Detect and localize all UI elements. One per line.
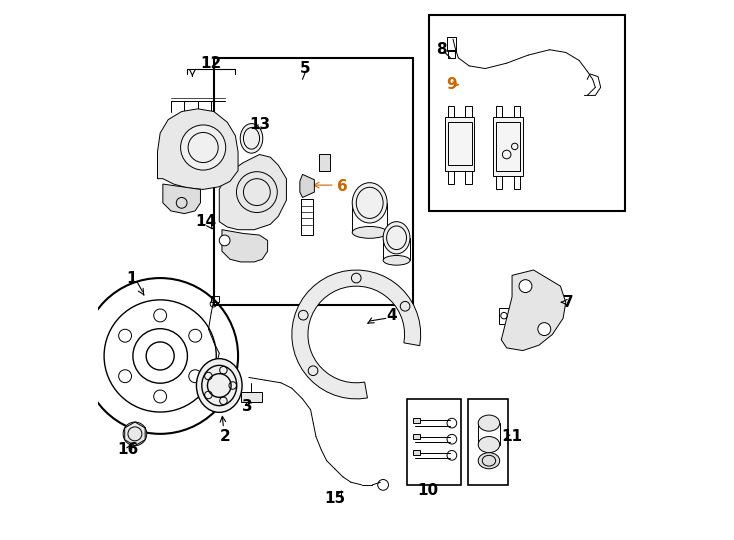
Bar bbox=[448, 122, 472, 165]
Bar bbox=[211, 296, 219, 302]
Bar bbox=[496, 175, 502, 190]
Text: 5: 5 bbox=[300, 61, 310, 76]
Text: 2: 2 bbox=[219, 429, 230, 444]
Bar bbox=[241, 392, 262, 402]
Text: 3: 3 bbox=[242, 400, 253, 415]
Circle shape bbox=[519, 280, 532, 293]
Text: 8: 8 bbox=[436, 42, 446, 57]
Bar bbox=[514, 175, 520, 190]
Circle shape bbox=[123, 422, 147, 446]
Text: 9: 9 bbox=[446, 77, 457, 92]
Circle shape bbox=[181, 125, 226, 170]
Ellipse shape bbox=[383, 255, 410, 265]
Ellipse shape bbox=[479, 453, 500, 469]
Text: 16: 16 bbox=[117, 442, 139, 457]
Bar bbox=[468, 399, 508, 485]
Bar bbox=[319, 154, 330, 171]
Circle shape bbox=[219, 235, 230, 246]
Text: 7: 7 bbox=[563, 295, 574, 310]
Bar bbox=[448, 106, 454, 117]
Ellipse shape bbox=[479, 436, 500, 453]
Circle shape bbox=[538, 322, 550, 335]
Text: 11: 11 bbox=[501, 429, 523, 444]
Ellipse shape bbox=[383, 221, 410, 254]
Text: 10: 10 bbox=[417, 483, 438, 498]
Bar bbox=[301, 199, 313, 235]
Ellipse shape bbox=[240, 124, 263, 153]
Ellipse shape bbox=[352, 183, 387, 223]
Bar bbox=[413, 418, 420, 423]
Polygon shape bbox=[222, 230, 268, 262]
Bar bbox=[413, 434, 420, 439]
Bar bbox=[448, 170, 454, 184]
Bar bbox=[514, 106, 520, 117]
Bar bbox=[429, 15, 625, 211]
Text: 15: 15 bbox=[324, 491, 345, 506]
Polygon shape bbox=[219, 154, 286, 230]
Bar bbox=[446, 37, 456, 51]
Polygon shape bbox=[158, 109, 238, 190]
Polygon shape bbox=[163, 184, 200, 214]
Bar bbox=[465, 170, 472, 184]
Polygon shape bbox=[300, 174, 314, 198]
Bar bbox=[498, 308, 509, 323]
Bar bbox=[445, 117, 474, 171]
Bar bbox=[465, 106, 472, 117]
Text: 4: 4 bbox=[386, 308, 396, 323]
Bar bbox=[407, 399, 461, 485]
Bar bbox=[413, 450, 420, 455]
Bar bbox=[214, 58, 413, 305]
Text: 6: 6 bbox=[338, 179, 348, 194]
Text: 1: 1 bbox=[126, 271, 137, 286]
Bar bbox=[448, 50, 455, 58]
Bar bbox=[493, 117, 523, 176]
Bar bbox=[496, 106, 502, 117]
Text: 13: 13 bbox=[249, 118, 270, 132]
Text: 12: 12 bbox=[200, 56, 222, 71]
Text: 14: 14 bbox=[195, 214, 217, 229]
Ellipse shape bbox=[197, 359, 242, 413]
Polygon shape bbox=[501, 270, 566, 350]
Ellipse shape bbox=[479, 415, 500, 431]
Polygon shape bbox=[292, 270, 421, 399]
Bar bbox=[496, 122, 520, 171]
Ellipse shape bbox=[352, 226, 387, 238]
